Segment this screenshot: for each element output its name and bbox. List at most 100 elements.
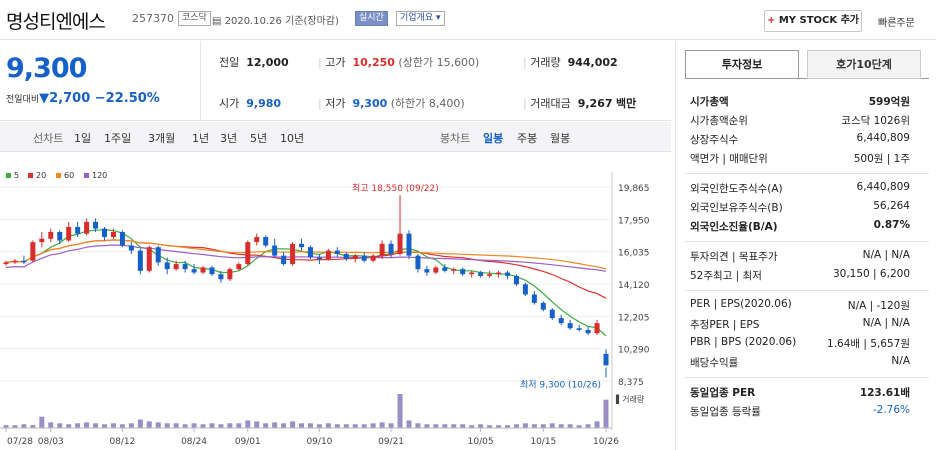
- volume-bar: [66, 424, 72, 428]
- x-tick-label: 08/03: [38, 437, 64, 447]
- info-row-label: PER | EPS(2020.06): [690, 298, 792, 310]
- info-row-label: 시가총액순위: [690, 115, 748, 127]
- candle-body: [469, 272, 475, 275]
- volume-bar: [549, 423, 555, 428]
- candle-body: [504, 272, 510, 276]
- quick-order-link[interactable]: 빠른주문: [878, 18, 915, 29]
- info-row-label: 추정PER | EPS: [690, 319, 760, 331]
- period-monthly[interactable]: 월봉: [550, 132, 571, 145]
- info-row-label: 상장주식수: [690, 134, 739, 146]
- add-mystock-button[interactable]: + MY STOCK 추가: [764, 10, 862, 32]
- volume-bar: [299, 423, 305, 428]
- candle-body: [254, 237, 260, 243]
- candle-body: [48, 231, 54, 239]
- high-note: 최고 18,550 (09/22): [352, 183, 439, 194]
- period-1w[interactable]: 1주일: [104, 132, 132, 145]
- info-row-label: PBR | BPS (2020.06): [690, 336, 797, 348]
- candle-body: [39, 238, 45, 243]
- candle-body: [182, 264, 188, 270]
- period-1d[interactable]: 1일: [74, 132, 92, 145]
- candle-body: [155, 247, 161, 263]
- volume-bar: [39, 416, 45, 428]
- info-row-label: 52주최고 | 최저: [690, 270, 762, 282]
- candle-body: [102, 228, 108, 238]
- chevron-down-icon: ▾: [436, 13, 441, 23]
- volume-bar: [388, 423, 394, 428]
- candle-body: [397, 233, 403, 254]
- volume-bar: [290, 421, 296, 428]
- candle-body: [451, 269, 457, 271]
- info-row-value: 6,440,809: [856, 181, 910, 193]
- open-value: 9,980: [246, 97, 282, 110]
- base-date: ▤ 2020.10.26 기준(장마감): [212, 12, 339, 27]
- period-3m[interactable]: 3개월: [148, 132, 176, 145]
- high-label: 고가: [325, 56, 346, 69]
- tab-quote-10[interactable]: 호가10단계: [807, 50, 921, 79]
- candle-body: [531, 294, 537, 303]
- base-date-text: 2020.10.26 기준(장마감): [224, 16, 339, 27]
- volume-bar: [191, 423, 197, 428]
- ma20-line: [5, 239, 607, 299]
- info-row: 시가총액순위 코스닥 1026위: [690, 113, 910, 128]
- info-row: 상장주식수 6,440,809: [690, 132, 910, 147]
- info-row-value: N/A: [891, 355, 910, 367]
- period-weekly[interactable]: 주봉: [517, 132, 538, 145]
- market-badge: 코스닥: [178, 11, 211, 26]
- period-5y[interactable]: 5년: [250, 132, 268, 145]
- period-1y[interactable]: 1년: [192, 132, 210, 145]
- volume-bar: [325, 423, 331, 428]
- candle-body: [290, 243, 296, 265]
- volume-bar: [173, 423, 179, 428]
- candle-body: [191, 269, 197, 273]
- candle-body: [57, 231, 63, 241]
- ma-legend-swatch: [56, 173, 61, 178]
- candle-body: [173, 264, 179, 270]
- info-row: 추정PER | EPS N/A | N/A: [690, 317, 910, 332]
- ma-legend-label: 120: [92, 171, 107, 180]
- period-3y[interactable]: 3년: [220, 132, 238, 145]
- volume-bar: [496, 425, 502, 428]
- info-row: 외국인소진율(B/A) 0.87%: [690, 219, 910, 234]
- x-tick-label: 09/01: [235, 437, 261, 447]
- tab-investment-info[interactable]: 투자정보: [685, 50, 799, 79]
- trade-amount: | 거래대금 9,267 백만: [523, 97, 637, 110]
- info-row-value: 123.61배: [859, 387, 910, 399]
- change-label: 전일대비: [6, 95, 40, 105]
- prev-close-label: 전일: [219, 56, 240, 69]
- divider: [685, 241, 929, 242]
- info-row-label: 배당수익률: [690, 357, 739, 369]
- volume-bar: [478, 424, 484, 428]
- candle-body: [236, 264, 242, 270]
- volume-bar: [102, 424, 108, 428]
- candle-body: [316, 257, 322, 260]
- volume-bar: [594, 421, 600, 428]
- volume-bar: [576, 425, 582, 428]
- volume-bar: [558, 424, 564, 428]
- low-price: | 저가 9,300 (하한가 8,400): [318, 97, 465, 110]
- realtime-button[interactable]: 실시간: [355, 11, 388, 26]
- divider: [685, 290, 929, 291]
- volume-bar: [21, 424, 27, 428]
- period-10y[interactable]: 10년: [280, 132, 305, 145]
- stock-code: 257370: [132, 12, 174, 25]
- period-daily[interactable]: 일봉: [483, 132, 504, 145]
- candle-body: [146, 247, 152, 271]
- stock-chart[interactable]: 5 20 60 120 19,865 17,950 16,035 14,120 12,205 10…: [0, 162, 671, 450]
- info-row: 투자의견 | 목표주가 N/A | N/A: [690, 249, 910, 264]
- candle-body: [406, 233, 412, 256]
- info-row-label: 외국인한도주식수(A): [690, 183, 783, 195]
- candle-body: [218, 274, 224, 280]
- volume-bar: [433, 424, 439, 428]
- company-info-dropdown[interactable]: 기업개요 ▾: [396, 11, 445, 26]
- volume-bar: [487, 425, 493, 428]
- info-row-label: 동일업종 등락률: [690, 406, 761, 418]
- info-row: 52주최고 | 최저 30,150 | 6,200: [690, 268, 910, 283]
- low-value: 9,300: [352, 97, 388, 110]
- volume-bar: [540, 424, 546, 428]
- x-tick-label: 08/12: [109, 437, 135, 447]
- volume-label: 거래량: [530, 56, 561, 69]
- ma-legend-label: 60: [64, 171, 74, 180]
- amount-label: 거래대금: [530, 97, 571, 110]
- candle-body: [388, 243, 394, 254]
- price-change: 전일대비▼2,700 −22.50%: [6, 91, 160, 106]
